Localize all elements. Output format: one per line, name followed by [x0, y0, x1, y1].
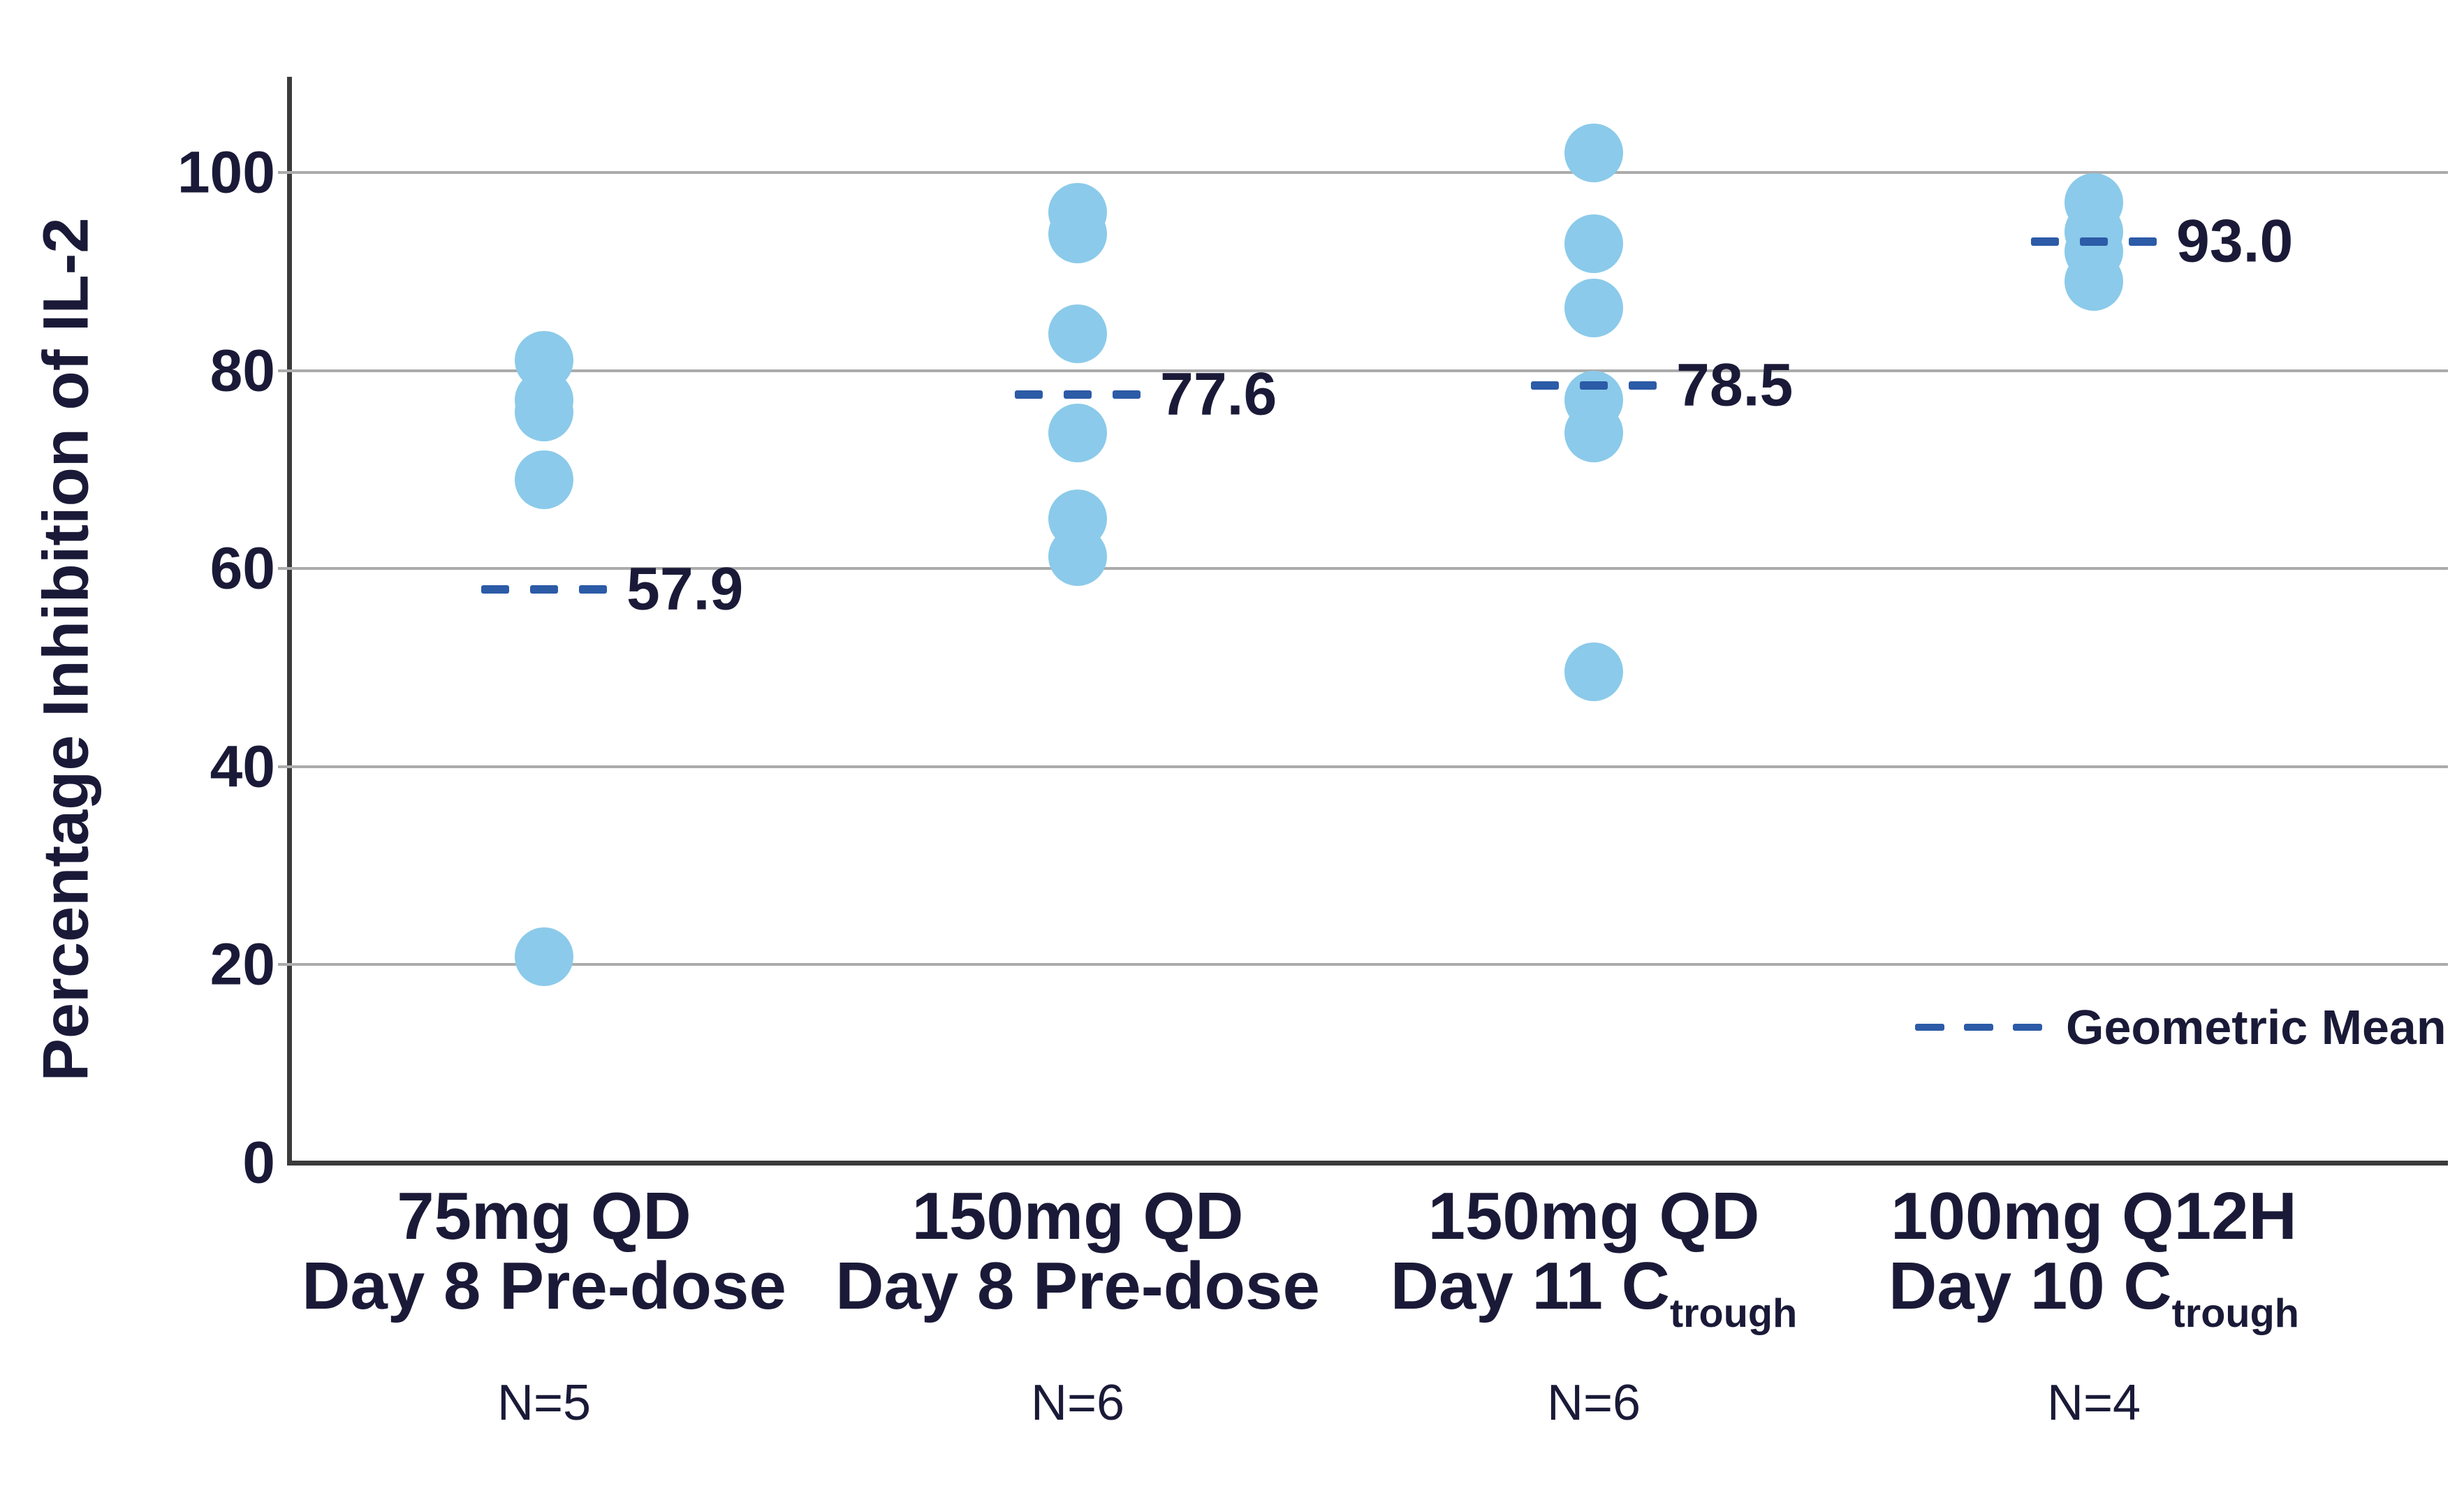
geometric-mean-dash [2080, 237, 2108, 247]
geometric-mean-label: 57.9 [626, 555, 744, 623]
x-axis-group-label: 75mg QD Day 8 Pre-dose [302, 1182, 786, 1321]
y-axis-tick [278, 963, 289, 966]
y-tick-label: 100 [177, 139, 275, 205]
n-count-label: N=4 [2046, 1375, 2141, 1431]
geometric-mean-dash [2129, 237, 2157, 247]
geometric-mean-dash [481, 585, 509, 594]
group-label-subscript: trough [2171, 1291, 2299, 1336]
y-axis-tick [278, 567, 289, 571]
data-point [1048, 204, 1107, 263]
data-point [1048, 403, 1107, 462]
data-point [1564, 214, 1623, 274]
gridline [289, 171, 2448, 174]
gridline [289, 567, 2448, 571]
geometric-mean-dash [1064, 390, 1092, 399]
group-label-line1: 75mg QD [397, 1179, 691, 1254]
geometric-mean-dash [530, 585, 558, 594]
y-tick-label: 60 [210, 535, 275, 601]
group-label-line2: Day 10 Ctrough [1889, 1249, 2299, 1336]
x-axis-group-label: 150mg QD Day 8 Pre-dose [835, 1182, 1320, 1321]
data-point [515, 927, 573, 987]
group-label-line2: Day 8 Pre-dose [302, 1249, 786, 1323]
y-tick-label: 0 [242, 1129, 275, 1196]
data-point [2065, 251, 2123, 311]
data-point [515, 450, 573, 509]
data-point [515, 383, 573, 442]
data-point [1564, 403, 1623, 462]
geometric-mean-line [2031, 237, 2157, 247]
data-point [1048, 304, 1107, 364]
geometric-mean-line [481, 585, 607, 594]
data-point [1564, 279, 1623, 338]
n-count-label: N=5 [497, 1375, 592, 1431]
data-point [1564, 642, 1623, 701]
n-count-label: N=6 [1546, 1375, 1641, 1431]
geometric-mean-label: 93.0 [2176, 207, 2294, 275]
y-axis-tick [278, 171, 289, 174]
x-axis-group-label: 150mg QD Day 11 Ctrough [1391, 1182, 1798, 1348]
group-label-line2: Day 8 Pre-dose [835, 1249, 1320, 1323]
group-label-line1: 100mg Q12H [1891, 1179, 2297, 1254]
y-tick-label: 80 [210, 337, 275, 404]
legend-dashed-line [1915, 1024, 2042, 1031]
legend-label: Geometric Mean [2066, 1000, 2447, 1054]
y-axis-tick [278, 369, 289, 372]
group-label-line2: Day 11 Ctrough [1390, 1249, 1798, 1336]
gridline [289, 963, 2448, 966]
group-label-line1: 150mg QD [1428, 1179, 1760, 1254]
x-axis-spine [287, 1161, 2448, 1166]
legend: Geometric Mean [1915, 999, 2447, 1055]
n-count-label: N=6 [1030, 1375, 1125, 1431]
x-axis-group-label: 100mg Q12H Day 10 Ctrough [1889, 1182, 2299, 1348]
data-point [1564, 123, 1623, 182]
geometric-mean-dash [1531, 381, 1559, 390]
geometric-mean-dash [1015, 390, 1043, 399]
geometric-mean-dash [579, 585, 607, 594]
group-label-line1: 150mg QD [911, 1179, 1244, 1254]
y-axis-spine [287, 77, 292, 1166]
gridline [289, 765, 2448, 768]
geometric-mean-label: 77.6 [1160, 360, 1277, 428]
geometric-mean-dash [1113, 390, 1141, 399]
group-label-subscript: trough [1669, 1291, 1798, 1336]
legend-dash [1915, 1024, 1944, 1031]
geometric-mean-dash [2031, 237, 2059, 247]
y-axis-tick [278, 765, 289, 768]
geometric-mean-dash [1580, 381, 1608, 390]
legend-dash [2013, 1024, 2042, 1031]
legend-dash [1964, 1024, 1993, 1031]
y-tick-label: 20 [210, 931, 275, 997]
geometric-mean-line [1015, 390, 1141, 399]
y-tick-label: 40 [210, 733, 275, 800]
data-point [1048, 527, 1107, 587]
geometric-mean-line [1531, 381, 1657, 390]
geometric-mean-label: 78.5 [1676, 351, 1794, 419]
gridline [289, 369, 2448, 372]
geometric-mean-dash [1629, 381, 1657, 390]
